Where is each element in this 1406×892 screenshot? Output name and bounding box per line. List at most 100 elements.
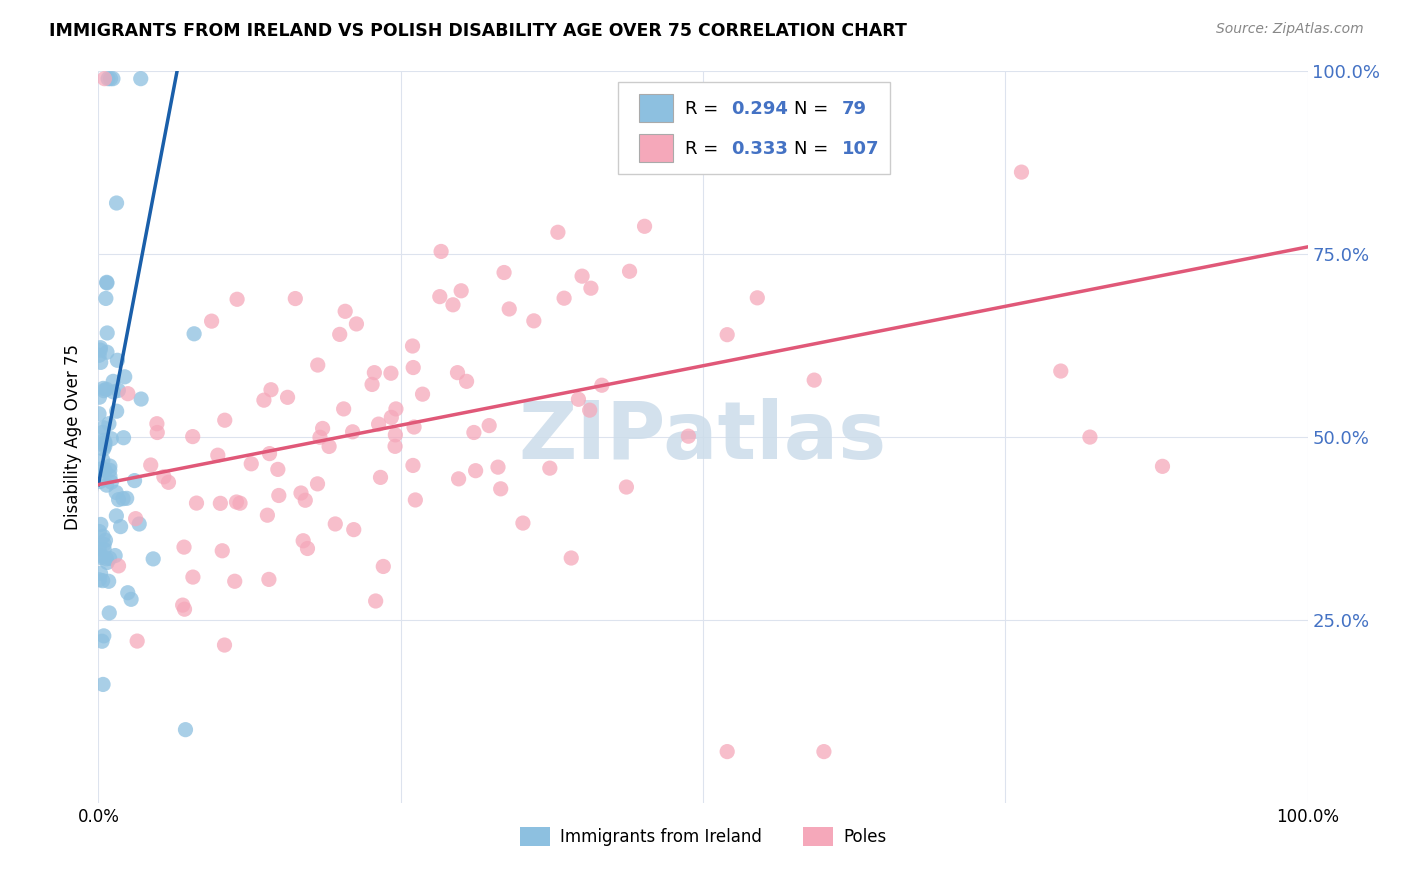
- Point: [363, 366, 385, 380]
- Point: [616, 480, 638, 494]
- Point: [412, 387, 434, 401]
- Point: [380, 366, 402, 380]
- Point: [463, 425, 485, 440]
- FancyBboxPatch shape: [619, 82, 890, 174]
- Text: 107: 107: [842, 140, 880, 158]
- Point: [253, 393, 276, 408]
- Point: [1049, 364, 1071, 378]
- Point: [96, 326, 118, 340]
- Point: [107, 492, 129, 507]
- Point: [318, 439, 340, 453]
- Point: [128, 516, 150, 531]
- Point: [100, 71, 122, 86]
- Point: [91, 677, 114, 691]
- Point: [98, 469, 121, 483]
- Point: [93, 439, 115, 453]
- Point: [142, 552, 165, 566]
- Point: [124, 511, 146, 525]
- Point: [98, 551, 121, 566]
- Point: [364, 594, 387, 608]
- Point: [124, 474, 146, 488]
- Point: [401, 339, 423, 353]
- Point: [89, 542, 111, 557]
- Point: [105, 404, 128, 418]
- Point: [450, 284, 472, 298]
- Point: [103, 384, 125, 399]
- Point: [591, 378, 613, 392]
- Point: [89, 348, 111, 362]
- Point: [1011, 165, 1033, 179]
- Point: [498, 301, 520, 316]
- Point: [429, 290, 451, 304]
- Point: [260, 383, 283, 397]
- Point: [402, 458, 425, 473]
- Point: [89, 524, 111, 539]
- Point: [97, 574, 120, 589]
- Point: [294, 493, 316, 508]
- Point: [90, 517, 112, 532]
- Point: [446, 366, 468, 380]
- Point: [107, 558, 129, 573]
- Point: [107, 384, 129, 398]
- Point: [290, 486, 312, 500]
- Point: [332, 401, 354, 416]
- Point: [335, 304, 357, 318]
- Point: [87, 407, 110, 421]
- Point: [430, 244, 453, 259]
- Point: [146, 425, 169, 440]
- Point: [98, 463, 121, 477]
- Point: [478, 418, 501, 433]
- Point: [1078, 430, 1101, 444]
- Point: [523, 314, 546, 328]
- Point: [110, 519, 132, 533]
- Point: [101, 71, 124, 86]
- Point: [486, 460, 509, 475]
- Point: [309, 430, 332, 444]
- Point: [96, 276, 118, 290]
- Legend: Immigrants from Ireland, Poles: Immigrants from Ireland, Poles: [513, 821, 893, 853]
- Point: [174, 723, 197, 737]
- Point: [104, 549, 127, 563]
- Point: [96, 345, 118, 359]
- Point: [91, 453, 114, 467]
- Point: [553, 291, 575, 305]
- Point: [103, 375, 125, 389]
- Point: [512, 516, 534, 530]
- Point: [678, 429, 700, 443]
- Point: [98, 606, 121, 620]
- Point: [716, 745, 738, 759]
- Point: [346, 317, 368, 331]
- Point: [93, 71, 115, 86]
- Point: [157, 475, 180, 490]
- Point: [139, 458, 162, 472]
- Point: [259, 447, 281, 461]
- Point: [96, 556, 118, 570]
- Point: [579, 281, 602, 295]
- Point: [117, 386, 139, 401]
- Point: [129, 392, 152, 406]
- Point: [307, 476, 329, 491]
- Point: [94, 435, 117, 450]
- Point: [105, 353, 128, 368]
- Text: R =: R =: [685, 140, 724, 158]
- Point: [209, 496, 232, 510]
- Point: [214, 638, 236, 652]
- Point: [100, 475, 122, 490]
- Point: [181, 570, 204, 584]
- Point: [361, 377, 384, 392]
- Point: [105, 196, 128, 211]
- Point: [538, 461, 561, 475]
- Point: [173, 540, 195, 554]
- Point: [89, 566, 111, 581]
- FancyBboxPatch shape: [638, 135, 673, 162]
- Point: [284, 292, 307, 306]
- Point: [93, 437, 115, 451]
- Point: [114, 369, 136, 384]
- Point: [297, 541, 319, 556]
- Point: [186, 496, 208, 510]
- Point: [93, 629, 115, 643]
- Point: [93, 434, 115, 448]
- Point: [91, 634, 114, 648]
- Point: [633, 219, 655, 234]
- Point: [173, 602, 195, 616]
